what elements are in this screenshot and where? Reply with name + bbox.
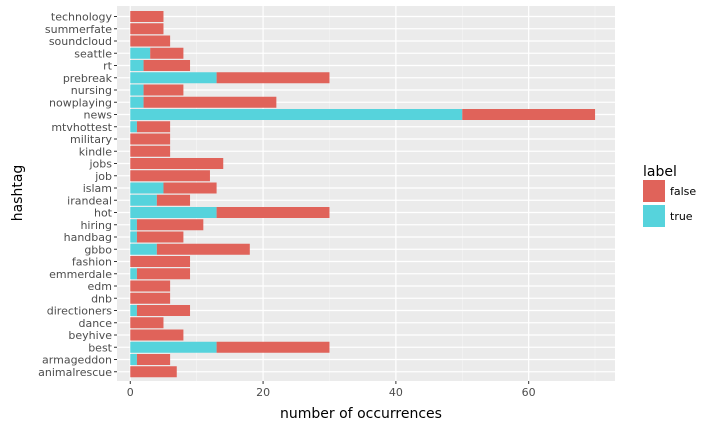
y-tick-label: edm <box>88 280 112 293</box>
bar-false <box>130 23 164 35</box>
x-axis-title: number of occurrences <box>280 406 442 422</box>
y-tick-labels: technologysummerfatesoundcloudseattlertp… <box>38 11 117 379</box>
bar-false <box>136 305 191 316</box>
y-tick-label: directioners <box>47 305 112 318</box>
bar-false <box>130 170 210 182</box>
bar-false <box>136 121 171 133</box>
bar-false <box>130 329 184 341</box>
y-axis-title: hashtag <box>10 165 26 222</box>
bar-true <box>130 182 164 194</box>
bar-true <box>130 60 144 71</box>
y-tick-label: nursing <box>71 84 112 97</box>
y-tick-label: irandeal <box>67 194 112 207</box>
bar-true <box>130 47 151 59</box>
y-tick-label: hiring <box>80 219 112 232</box>
bar-false <box>216 341 330 353</box>
bar-false <box>136 219 204 231</box>
bar-false <box>130 158 224 169</box>
bar-false <box>130 133 171 145</box>
y-tick-label: kindle <box>79 145 112 158</box>
y-tick-label: summerfate <box>45 23 112 36</box>
legend-label-true: true <box>670 210 693 223</box>
bar-false <box>136 268 191 280</box>
y-tick-label: hot <box>94 207 113 220</box>
bar-true <box>130 268 137 280</box>
y-tick-label: emmerdale <box>49 268 112 281</box>
bar-true <box>130 231 137 243</box>
y-tick-label: military <box>70 133 112 146</box>
y-tick-label: rt <box>103 60 113 73</box>
bar-false <box>130 280 171 292</box>
legend-title: label <box>643 164 677 180</box>
x-tick-label: 20 <box>256 386 270 399</box>
y-tick-label: dnb <box>91 292 112 305</box>
bar-false <box>143 96 277 108</box>
y-tick-label: gbbo <box>84 243 112 256</box>
legend-label-false: false <box>670 185 696 198</box>
bar-true <box>130 72 217 84</box>
x-tick-label: 40 <box>389 386 403 399</box>
bar-false <box>156 194 191 206</box>
y-tick-label: handbag <box>64 231 112 244</box>
bar-false <box>130 292 171 304</box>
bar-true <box>130 354 137 365</box>
bars <box>130 11 596 378</box>
bar-false <box>130 317 164 329</box>
bar-true <box>130 305 137 316</box>
legend-swatch-true <box>643 205 665 227</box>
bar-false <box>130 35 171 47</box>
y-tick-label: beyhive <box>68 329 112 342</box>
y-tick-label: islam <box>83 182 112 195</box>
y-tick-label: soundcloud <box>49 35 112 48</box>
bar-true <box>130 84 144 96</box>
bar-false <box>136 231 184 243</box>
y-tick-label: best <box>88 341 112 354</box>
bar-false <box>150 47 184 59</box>
bar-true <box>130 96 144 108</box>
y-tick-label: jobs <box>89 158 113 171</box>
y-tick-label: news <box>84 109 113 122</box>
bar-false <box>136 354 171 365</box>
y-tick-label: prebreak <box>63 72 113 85</box>
y-tick-label: animalrescue <box>38 366 112 379</box>
y-tick-label: mtvhottest <box>51 121 112 134</box>
legend: label false true <box>643 164 696 227</box>
bar-false <box>163 182 217 194</box>
bar-false <box>130 145 171 157</box>
bar-false <box>216 72 330 84</box>
bar-false <box>216 207 330 218</box>
bar-true <box>130 194 157 206</box>
bar-false <box>462 109 596 120</box>
y-tick-label: fashion <box>72 256 112 269</box>
y-tick-label: nowplaying <box>49 96 112 109</box>
bar-true <box>130 243 157 255</box>
bar-false <box>130 256 191 267</box>
bar-true <box>130 341 217 353</box>
bar-true <box>130 121 137 133</box>
legend-swatch-false <box>643 180 665 202</box>
y-tick-label: armageddon <box>42 354 112 367</box>
y-tick-label: job <box>94 170 112 183</box>
bar-false <box>156 243 250 255</box>
bar-false <box>130 366 177 378</box>
x-tick-label: 0 <box>127 386 134 399</box>
gridlines <box>117 6 615 381</box>
bar-false <box>130 11 164 22</box>
bar-true <box>130 109 463 120</box>
bar-false <box>143 60 191 71</box>
bar-false <box>143 84 184 96</box>
y-tick-label: seattle <box>74 47 112 60</box>
y-tick-label: technology <box>51 11 113 24</box>
bar-true <box>130 219 137 231</box>
bar-true <box>130 207 217 218</box>
y-tick-label: dance <box>78 317 112 330</box>
x-tick-labels: 0 20 40 60 <box>127 381 536 399</box>
x-tick-label: 60 <box>522 386 536 399</box>
